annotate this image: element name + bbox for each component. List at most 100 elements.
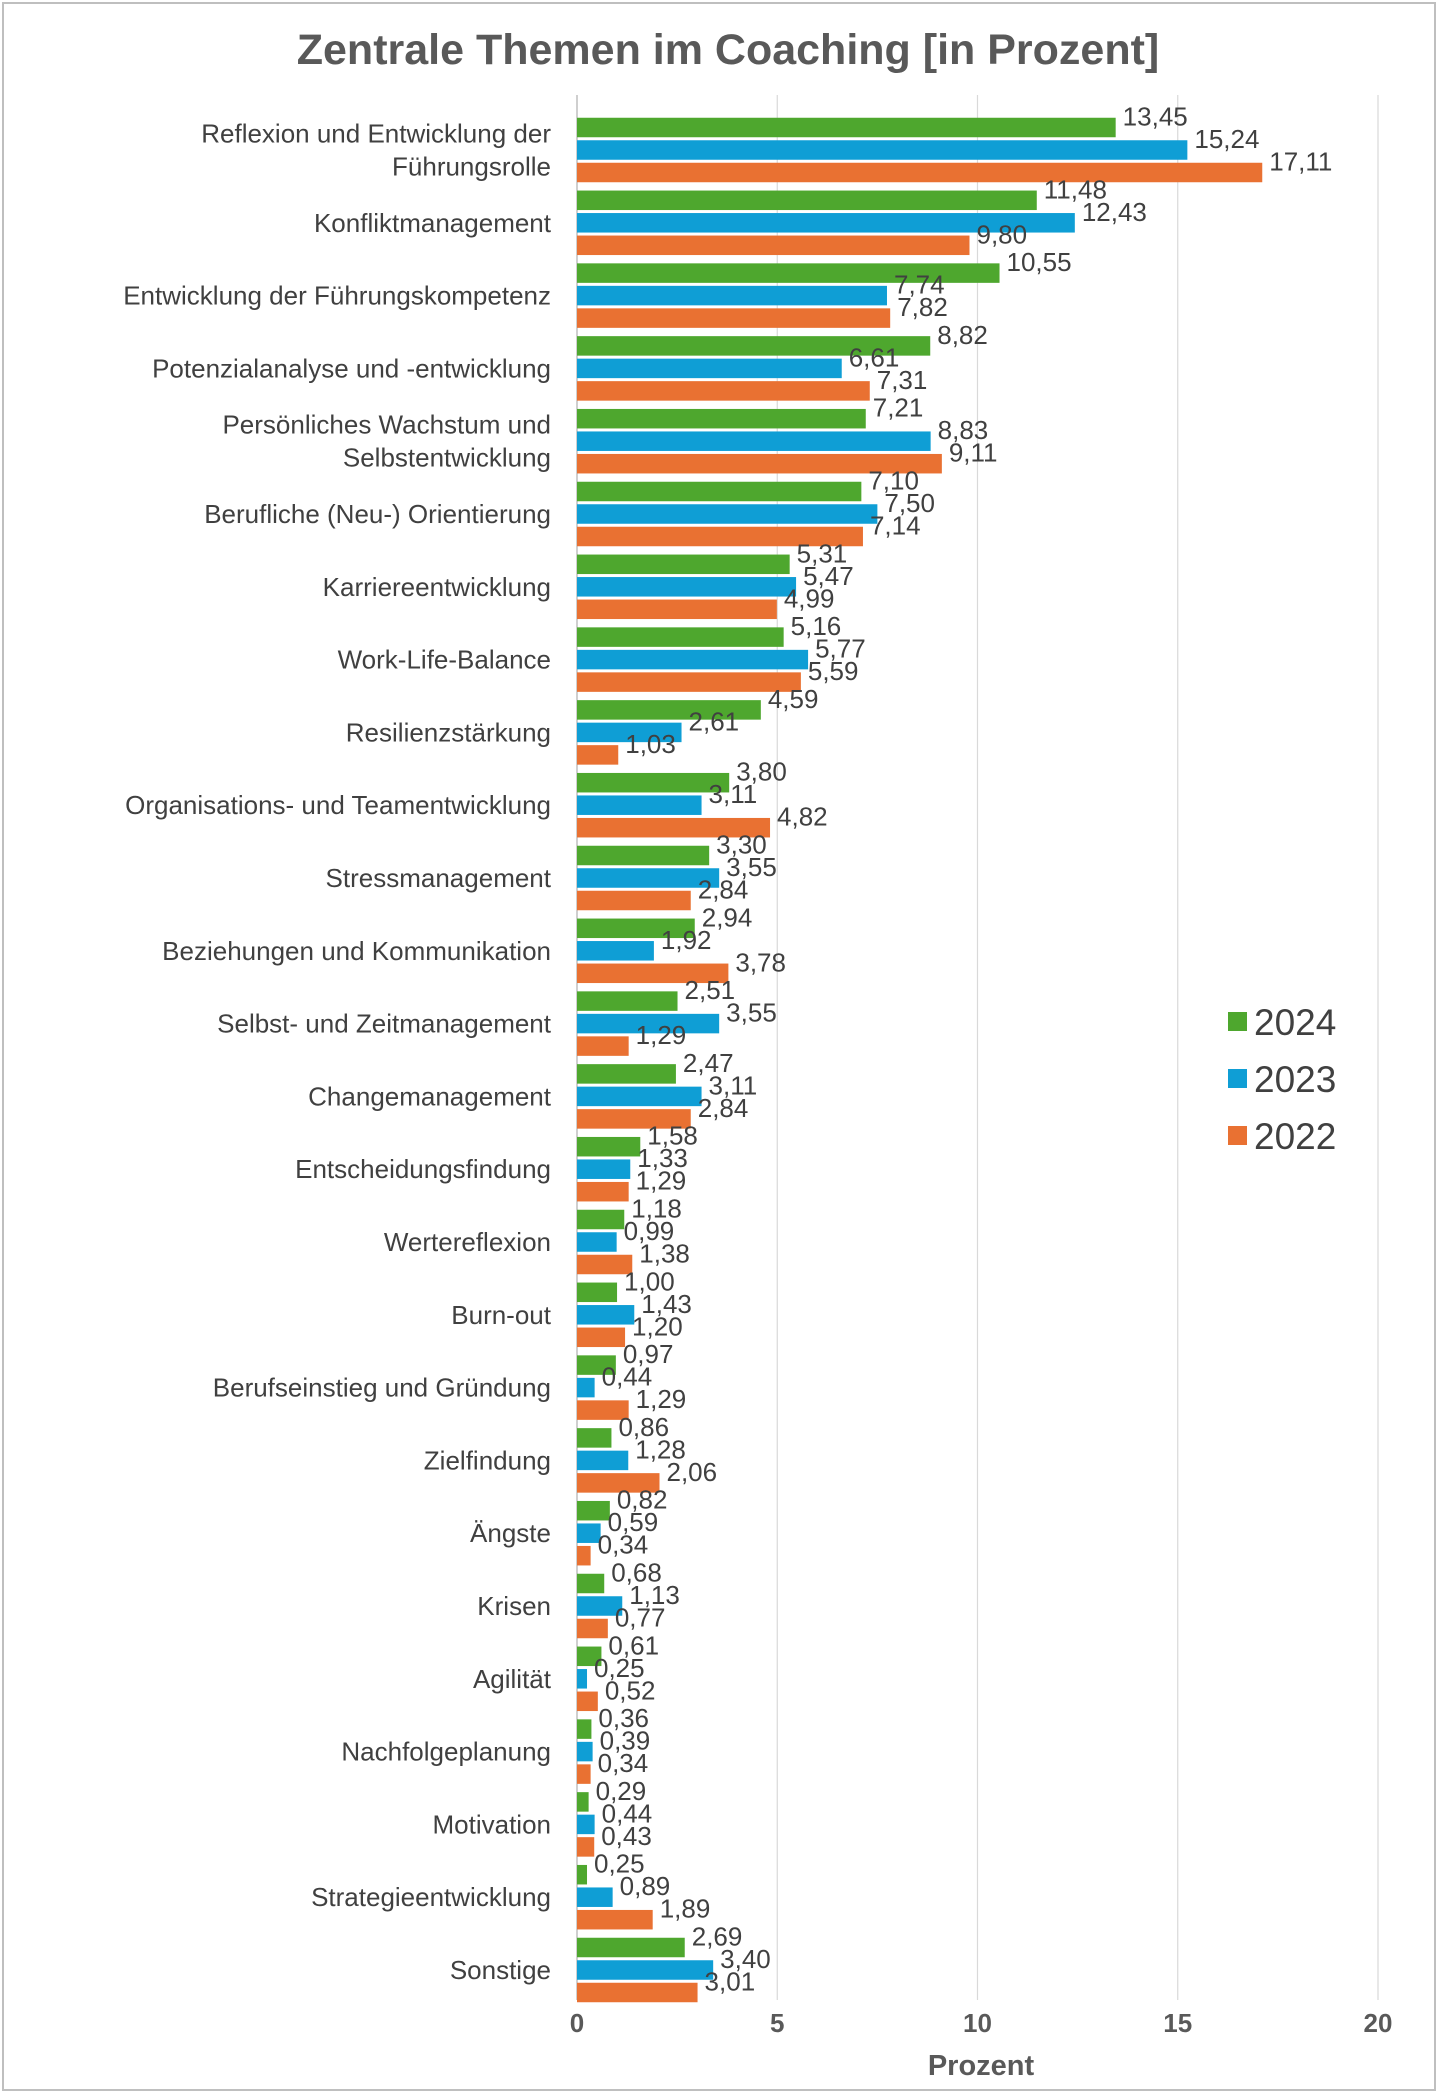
bar-2022 (577, 1327, 626, 1348)
x-tick-label: 20 (1364, 2008, 1393, 2038)
bar-2022 (577, 817, 771, 838)
bar-2024 (577, 1792, 589, 1812)
bar-2023 (577, 795, 702, 815)
bar-2022 (577, 1764, 591, 1784)
data-label-2022: 0,77 (615, 1603, 666, 1633)
bar-2022 (577, 963, 729, 984)
bar-2023 (577, 722, 682, 743)
data-labels: 13,4515,2417,1111,4812,439,8010,557,747,… (594, 102, 1332, 1997)
data-label-2022: 7,31 (877, 365, 928, 395)
data-label-2024: 7,10 (868, 466, 919, 496)
bar-2024 (577, 408, 866, 429)
data-label-2024: 8,82 (937, 320, 988, 350)
category-label: Organisations- und Teamentwicklung (125, 790, 551, 820)
data-label-2022: 2,84 (698, 875, 749, 905)
bar-2023 (577, 941, 654, 961)
data-label-2023: 2,61 (689, 706, 740, 736)
bar-2022 (577, 1837, 595, 1857)
data-label-2024: 0,86 (618, 1412, 669, 1442)
data-label-2024: 11,48 (1044, 174, 1107, 204)
data-label-2022: 1,20 (632, 1311, 683, 1341)
legend-label-2023: 2023 (1254, 1059, 1336, 1100)
bar-2022 (577, 599, 777, 620)
bar-2024 (577, 117, 1116, 138)
data-label-2022: 1,29 (636, 1020, 687, 1050)
bar-2022 (577, 672, 801, 692)
category-label: Potenzialanalyse und -entwicklung (152, 353, 551, 383)
data-label-2022: 1,29 (636, 1166, 687, 1196)
data-label-2023: 3,11 (709, 1070, 758, 1100)
legend: 2024 2023 2022 (1228, 1002, 1336, 1157)
bar-2022 (577, 235, 970, 256)
category-label: Entwicklung der Führungskompetenz (123, 281, 551, 311)
bar-2023 (577, 1523, 601, 1543)
bar-2023 (577, 1013, 720, 1034)
data-label-2022: 0,43 (601, 1821, 652, 1851)
data-label-2022: 1,29 (636, 1384, 687, 1414)
bar-2024 (577, 1719, 592, 1739)
data-label-2023: 3,40 (720, 1944, 771, 1974)
data-label-2023: 7,74 (894, 270, 945, 300)
bar-2024 (577, 991, 678, 1011)
bars (577, 117, 1263, 2003)
data-label-2023: 1,43 (641, 1289, 692, 1319)
data-label-2024: 10,55 (1007, 247, 1072, 277)
bar-2023 (577, 140, 1188, 160)
bar-2024 (577, 554, 790, 575)
data-label-2023: 0,39 (600, 1726, 651, 1756)
bar-2024 (577, 263, 1000, 283)
category-label: Krisen (477, 1591, 551, 1621)
legend-label-2022: 2022 (1254, 1116, 1336, 1157)
data-label-2022: 4,99 (784, 583, 835, 613)
data-label-2023: 1,92 (661, 925, 712, 955)
data-label-2024: 1,58 (647, 1121, 698, 1151)
x-tick-label: 0 (570, 2008, 584, 2038)
x-tick-label: 15 (1163, 2008, 1192, 2038)
category-label: Wertereflexion (384, 1227, 551, 1257)
bar-2022 (577, 1545, 591, 1566)
data-label-2023: 5,77 (815, 634, 866, 664)
data-label-2022: 7,14 (870, 511, 921, 541)
bar-2024 (577, 1428, 612, 1448)
bar-2024 (577, 1209, 625, 1230)
bar-2022 (577, 1254, 633, 1275)
data-label-2024: 0,36 (598, 1703, 649, 1733)
category-label: Strategieentwicklung (311, 1882, 551, 1912)
data-label-2022: 9,80 (976, 219, 1027, 249)
bar-2022 (577, 1473, 660, 1493)
bar-2023 (577, 1669, 588, 1689)
category-label: Resilienzstärkung (346, 717, 551, 747)
category-label: Reflexion und Entwicklung der (201, 119, 551, 149)
bar-2024 (577, 918, 695, 939)
bar-2022 (577, 1181, 629, 1202)
data-label-2024: 2,47 (683, 1048, 734, 1078)
category-label: Karriereentwicklung (323, 572, 551, 602)
data-label-2024: 2,69 (692, 1922, 743, 1952)
data-label-2023: 0,44 (602, 1798, 653, 1828)
bar-2024 (577, 1064, 676, 1084)
data-label-2022: 1,38 (639, 1239, 690, 1269)
data-label-2024: 0,61 (608, 1630, 659, 1660)
data-label-2022: 0,52 (605, 1675, 656, 1705)
bar-2022 (577, 745, 619, 765)
data-label-2023: 1,33 (637, 1143, 688, 1173)
data-label-2022: 0,34 (598, 1748, 649, 1778)
category-label: Führungsrolle (392, 152, 551, 182)
bar-2024 (577, 700, 761, 720)
bar-2023 (577, 1450, 629, 1471)
data-label-2024: 5,16 (791, 611, 842, 641)
bar-2022 (577, 381, 870, 401)
bar-2023 (577, 577, 797, 597)
bar-2023 (577, 1305, 635, 1325)
category-label: Burn-out (451, 1300, 551, 1330)
data-label-2023: 0,44 (602, 1362, 653, 1392)
bar-2024 (577, 481, 862, 502)
data-label-2023: 1,13 (629, 1580, 680, 1610)
data-label-2023: 8,83 (938, 415, 989, 445)
legend-swatch-2022 (1228, 1126, 1247, 1145)
bar-2023 (577, 285, 887, 306)
bar-2023 (577, 504, 878, 524)
data-label-2024: 7,21 (873, 393, 924, 423)
category-label: Berufseinstieg und Gründung (213, 1373, 551, 1403)
bar-2024 (577, 772, 730, 793)
